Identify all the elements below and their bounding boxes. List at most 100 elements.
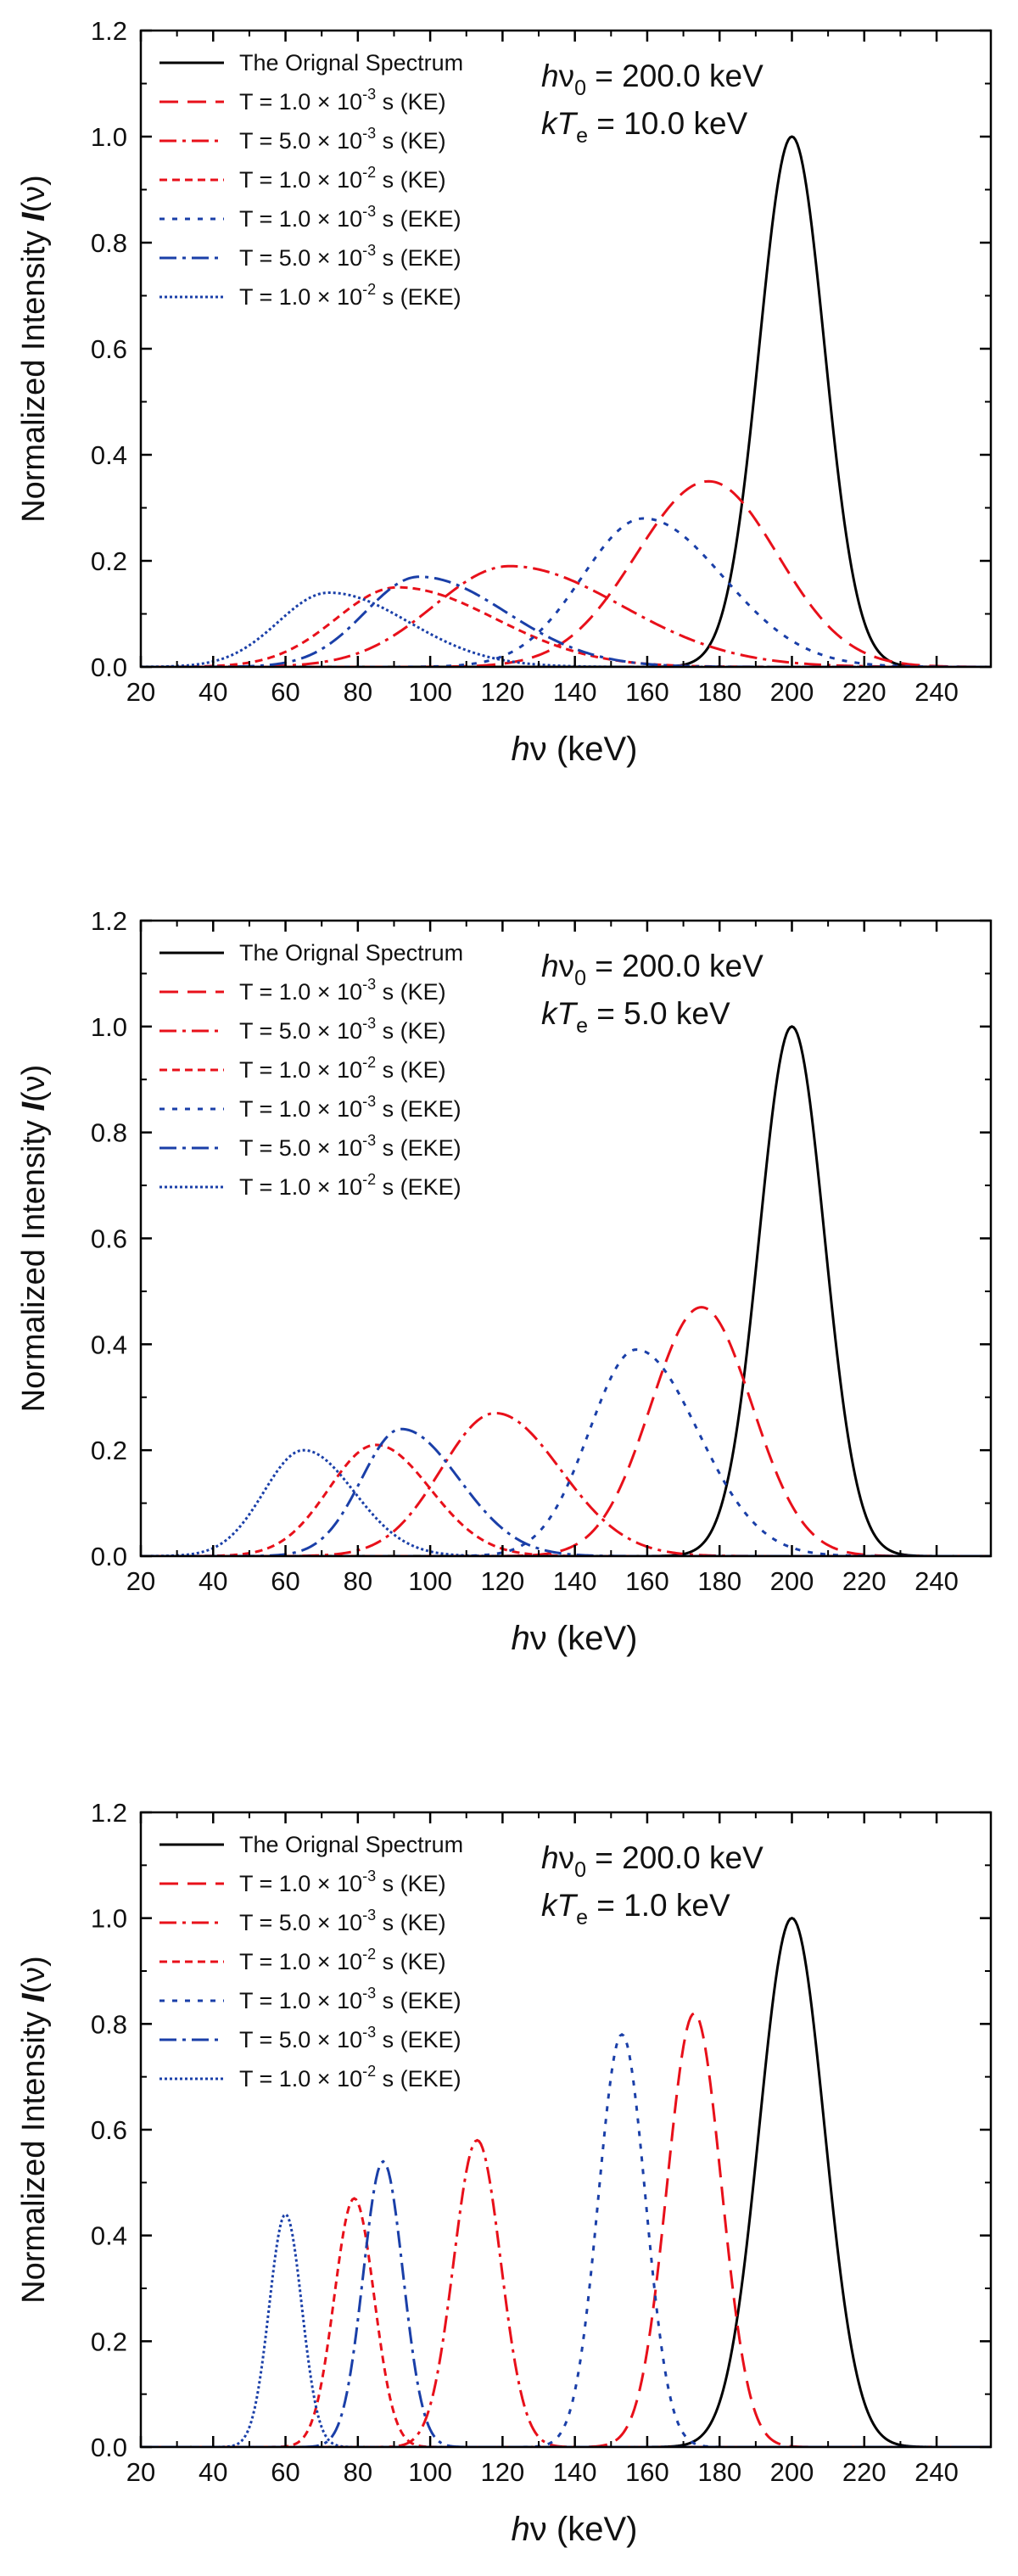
y-tick-label: 0.6 [91,1224,127,1254]
x-tick-label: 40 [199,1566,227,1596]
series-line-2 [141,1306,991,1556]
x-tick-label: 200 [770,677,814,707]
x-tick-label: 80 [344,677,372,707]
y-tick-label: 0.6 [91,334,127,364]
x-tick-label: 220 [842,1566,887,1596]
y-tick-label: 0.8 [91,2009,127,2039]
chart-panel-3: 20 40 60 80 100 120 140 160 180 200 220 240 0.0 0.2 0.… [16,1798,993,2548]
x-tick-label: 160 [625,1566,669,1596]
y-axis-label: Normalized Intensity I(ν) [16,1956,52,2304]
x-axis-label: hν (keV) [512,731,638,768]
y-tick-label: 0.8 [91,1118,127,1148]
y-tick-label: 0.4 [91,1330,127,1359]
x-tick-label: 60 [271,677,299,707]
x-tick-label: 120 [481,2457,525,2487]
x-tick-label: 140 [553,677,597,707]
x-tick-label: 200 [770,2457,814,2487]
y-axis-label: Normalized Intensity I(ν) [16,1065,52,1413]
x-tick-label: 140 [553,1566,597,1596]
x-tick-label: 20 [126,677,155,707]
legend-entry-7: T = 1.0 × 10-2 s (EKE) [239,2063,461,2092]
series-line-5 [141,1348,991,1556]
x-tick-label: 80 [344,1566,372,1596]
legend-entry-4: T = 1.0 × 10-2 s (KE) [239,1946,446,1974]
legend-entry-4: T = 1.0 × 10-2 s (KE) [239,1054,446,1083]
legend: The Orignal Spectrum T = 1.0 × 10-3 s (KE… [159,1832,463,2092]
legend-entry-2: T = 1.0 × 10-3 s (KE) [239,1868,446,1896]
legend-entry-1: The Orignal Spectrum [239,1832,463,1857]
x-tick-label: 180 [697,2457,741,2487]
legend-entry-4: T = 1.0 × 10-2 s (KE) [239,164,446,193]
legend: The Orignal Spectrum T = 1.0 × 10-3 s (KE… [159,940,463,1200]
series-line-6 [141,2159,991,2447]
legend-entry-3: T = 5.0 × 10-3 s (KE) [239,125,446,154]
annotation-1: hν0 = 200.0 keV [541,1840,764,1882]
x-tick-label: 240 [915,677,959,707]
chart-panel-2: 20 40 60 80 100 120 140 160 180 200 220 240 0.0 0.2 0.… [16,906,993,1657]
annotation-2: kTe = 1.0 keV [541,1888,730,1929]
y-axis-label: Normalized Intensity I(ν) [16,175,52,523]
series-line-6 [141,575,991,667]
x-axis-label: hν (keV) [512,2511,638,2548]
x-tick-label: 180 [697,1566,741,1596]
series-line-1 [141,1917,991,2447]
x-tick-label: 20 [126,2457,155,2487]
annotation-1: hν0 = 200.0 keV [541,949,764,990]
legend-entry-2: T = 1.0 × 10-3 s (KE) [239,86,446,115]
legend-entry-6: T = 5.0 × 10-3 s (EKE) [239,242,461,271]
legend-entry-5: T = 1.0 × 10-3 s (EKE) [239,1985,461,2013]
x-tick-label: 40 [199,677,227,707]
chart-panel-1: 20 40 60 80 100 120 140 160 180 200 220 240 0.0 0.2 0.… [16,16,993,768]
x-tick-label: 120 [481,677,525,707]
x-tick-label: 220 [842,2457,887,2487]
annotation-1: hν0 = 200.0 keV [541,59,764,100]
y-tick-label: 0.2 [91,1436,127,1465]
x-tick-label: 240 [915,2457,959,2487]
x-tick-label: 240 [915,1566,959,1596]
legend: The Orignal Spectrum T = 1.0 × 10-3 s (KE… [159,50,463,310]
x-tick-label: 20 [126,1566,155,1596]
y-tick-label: 1.0 [91,122,127,152]
x-tick-label: 160 [625,2457,669,2487]
x-tick-label: 180 [697,677,741,707]
y-tick-label: 0.8 [91,228,127,258]
legend-entry-3: T = 5.0 × 10-3 s (KE) [239,1907,446,1935]
legend-entry-6: T = 5.0 × 10-3 s (EKE) [239,1132,461,1161]
annotation-2: kTe = 5.0 keV [541,996,730,1038]
series-line-4 [141,1443,991,1556]
y-tick-label: 0.6 [91,2115,127,2145]
y-tick-label: 0.4 [91,440,127,470]
x-tick-label: 100 [408,677,452,707]
y-tick-label: 0.4 [91,2221,127,2251]
y-tick-label: 0.0 [91,1542,127,1571]
x-tick-label: 160 [625,677,669,707]
y-tick-label: 0.0 [91,2433,127,2462]
series-line-7 [141,1448,991,1556]
x-tick-label: 40 [199,2457,227,2487]
annotation-2: kTe = 10.0 keV [541,106,748,148]
x-tick-label: 140 [553,2457,597,2487]
x-tick-label: 80 [344,2457,372,2487]
series-line-1 [141,135,991,667]
x-axis-label: hν (keV) [512,1620,638,1657]
y-tick-label: 0.2 [91,2327,127,2356]
y-tick-label: 1.2 [91,906,127,936]
legend-entry-7: T = 1.0 × 10-2 s (EKE) [239,281,461,310]
y-tick-label: 1.2 [91,16,127,46]
x-tick-label: 60 [271,2457,299,2487]
legend-entry-7: T = 1.0 × 10-2 s (EKE) [239,1171,461,1200]
series-line-5 [141,2032,991,2447]
legend-entry-5: T = 1.0 × 10-3 s (EKE) [239,203,461,232]
x-tick-label: 200 [770,1566,814,1596]
series-line-6 [141,1427,991,1556]
legend-entry-1: The Orignal Spectrum [239,940,463,966]
series-line-7 [141,591,991,667]
x-tick-label: 120 [481,1566,525,1596]
legend-entry-2: T = 1.0 × 10-3 s (KE) [239,976,446,1005]
series-line-7 [141,2212,991,2447]
legend-entry-6: T = 5.0 × 10-3 s (EKE) [239,2024,461,2052]
y-tick-label: 0.0 [91,652,127,682]
legend-entry-3: T = 5.0 × 10-3 s (KE) [239,1015,446,1044]
series-line-5 [141,517,991,667]
